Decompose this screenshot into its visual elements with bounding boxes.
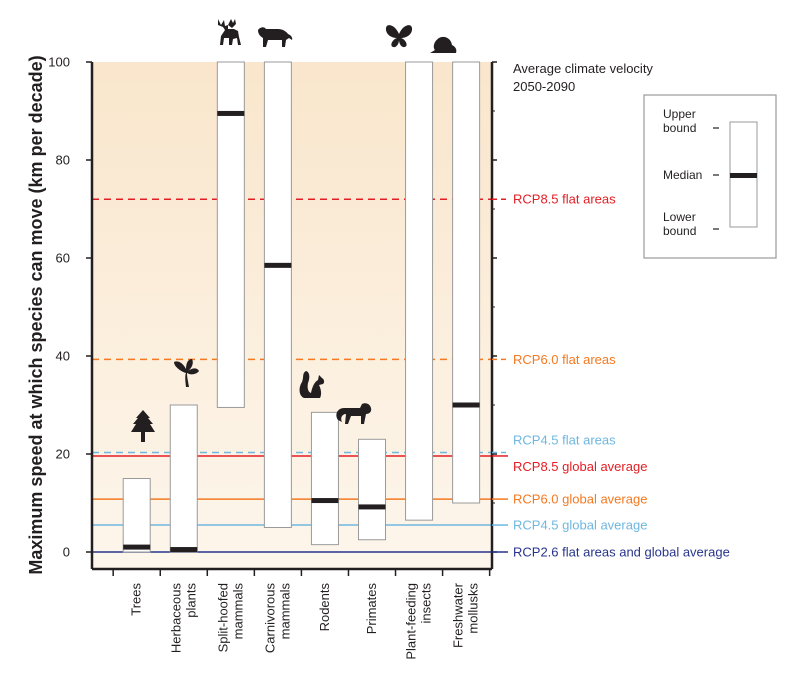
legend-lower-line2: bound (663, 224, 696, 238)
squirrel-icon (299, 371, 325, 398)
legend-median-label: Median (663, 168, 702, 182)
range-bar (405, 61, 434, 521)
reference-label: RCP6.0 flat areas (513, 352, 616, 367)
legend-upper-label: Upper bound (663, 107, 699, 135)
reference-label: RCP4.5 flat areas (513, 433, 616, 448)
category-label: Carnivorousmammals (262, 583, 292, 654)
median-mark (170, 547, 198, 553)
category-label-line: plants (183, 583, 198, 618)
category-label-line: mammals (230, 583, 245, 640)
range-bars (122, 61, 481, 553)
tree-icon (131, 410, 155, 442)
range-bar (216, 61, 245, 408)
legend-median-mark (730, 173, 757, 178)
category-label: Herbaceousplants (168, 583, 198, 654)
median-mark (264, 262, 292, 268)
category-label: Plant-feedinginsects (404, 583, 434, 660)
category-label-line: Primates (364, 583, 379, 635)
velocity-title-line2: 2050-2090 (513, 79, 575, 94)
y-tick-label: 60 (56, 251, 70, 266)
legend-lower-label: Lower bound (663, 210, 699, 238)
category-label: Primates (364, 583, 379, 635)
y-tick-label: 100 (48, 55, 70, 70)
category-label: Freshwatermollusks (451, 582, 481, 648)
category-label-line: Rodents (317, 583, 332, 632)
reference-label: RCP6.0 global average (513, 492, 647, 507)
reference-lines (92, 198, 492, 553)
y-tick-label: 40 (56, 349, 70, 364)
reference-labels: RCP8.5 flat areas RCP6.0 flat areas RCP4.5… (492, 192, 730, 560)
legend-lower-line1: Lower (663, 210, 696, 224)
legend-upper-line1: Upper (663, 107, 696, 121)
reference-label: RCP8.5 flat areas (513, 192, 616, 207)
category-label-line: Plant-feeding (404, 583, 419, 660)
range-bar (122, 478, 151, 553)
range-bar (169, 404, 198, 553)
monkey-icon (336, 403, 372, 424)
plant-icon (174, 359, 199, 387)
legend-upper-line2: bound (663, 121, 696, 135)
median-mark (217, 110, 245, 116)
y-tick-label: 0 (63, 545, 70, 560)
median-mark (311, 498, 339, 504)
y-tick-label: 80 (56, 153, 70, 168)
range-bar (452, 61, 481, 504)
category-labels: Trees Herbaceousplants Split-hoofedmammals… (129, 582, 481, 659)
velocity-title: Average climate velocity 2050-2090 (513, 61, 657, 94)
legend: Upper bound Median Lower bound (643, 94, 777, 259)
median-mark (123, 544, 151, 550)
reference-label: RCP2.6 flat areas and global average (513, 545, 730, 560)
category-label: Rodents (317, 583, 332, 632)
y-ticks: 0 20 40 60 80 100 (48, 55, 497, 560)
reference-label: RCP8.5 global average (513, 459, 647, 474)
butterfly-icon (385, 25, 413, 48)
velocity-title-line1: Average climate velocity (513, 61, 653, 76)
snail-icon (430, 36, 457, 53)
median-mark (452, 402, 480, 408)
category-label: Split-hoofedmammals (215, 583, 245, 653)
category-label-line: Carnivorous (262, 583, 277, 654)
y-axis-label: Maximum speed at which species can move … (26, 55, 46, 574)
category-label-line: mammals (277, 583, 292, 640)
category-label-line: mollusks (466, 583, 481, 634)
category-label-line: insects (419, 583, 434, 624)
moose-icon (218, 19, 241, 45)
axes (90, 62, 494, 571)
category-label: Trees (129, 583, 144, 616)
cat-icon (258, 27, 293, 47)
reference-label: RCP4.5 global average (513, 518, 647, 533)
range-bar (310, 411, 339, 546)
y-tick-label: 20 (56, 447, 70, 462)
range-bar (358, 438, 386, 541)
category-label-line: Trees (129, 583, 144, 616)
x-ticks (112, 569, 491, 576)
category-label-line: Freshwater (451, 582, 466, 648)
median-mark (358, 504, 386, 510)
category-label-line: Split-hoofed (215, 583, 230, 652)
range-bar (263, 61, 292, 528)
category-label-line: Herbaceous (168, 583, 183, 654)
